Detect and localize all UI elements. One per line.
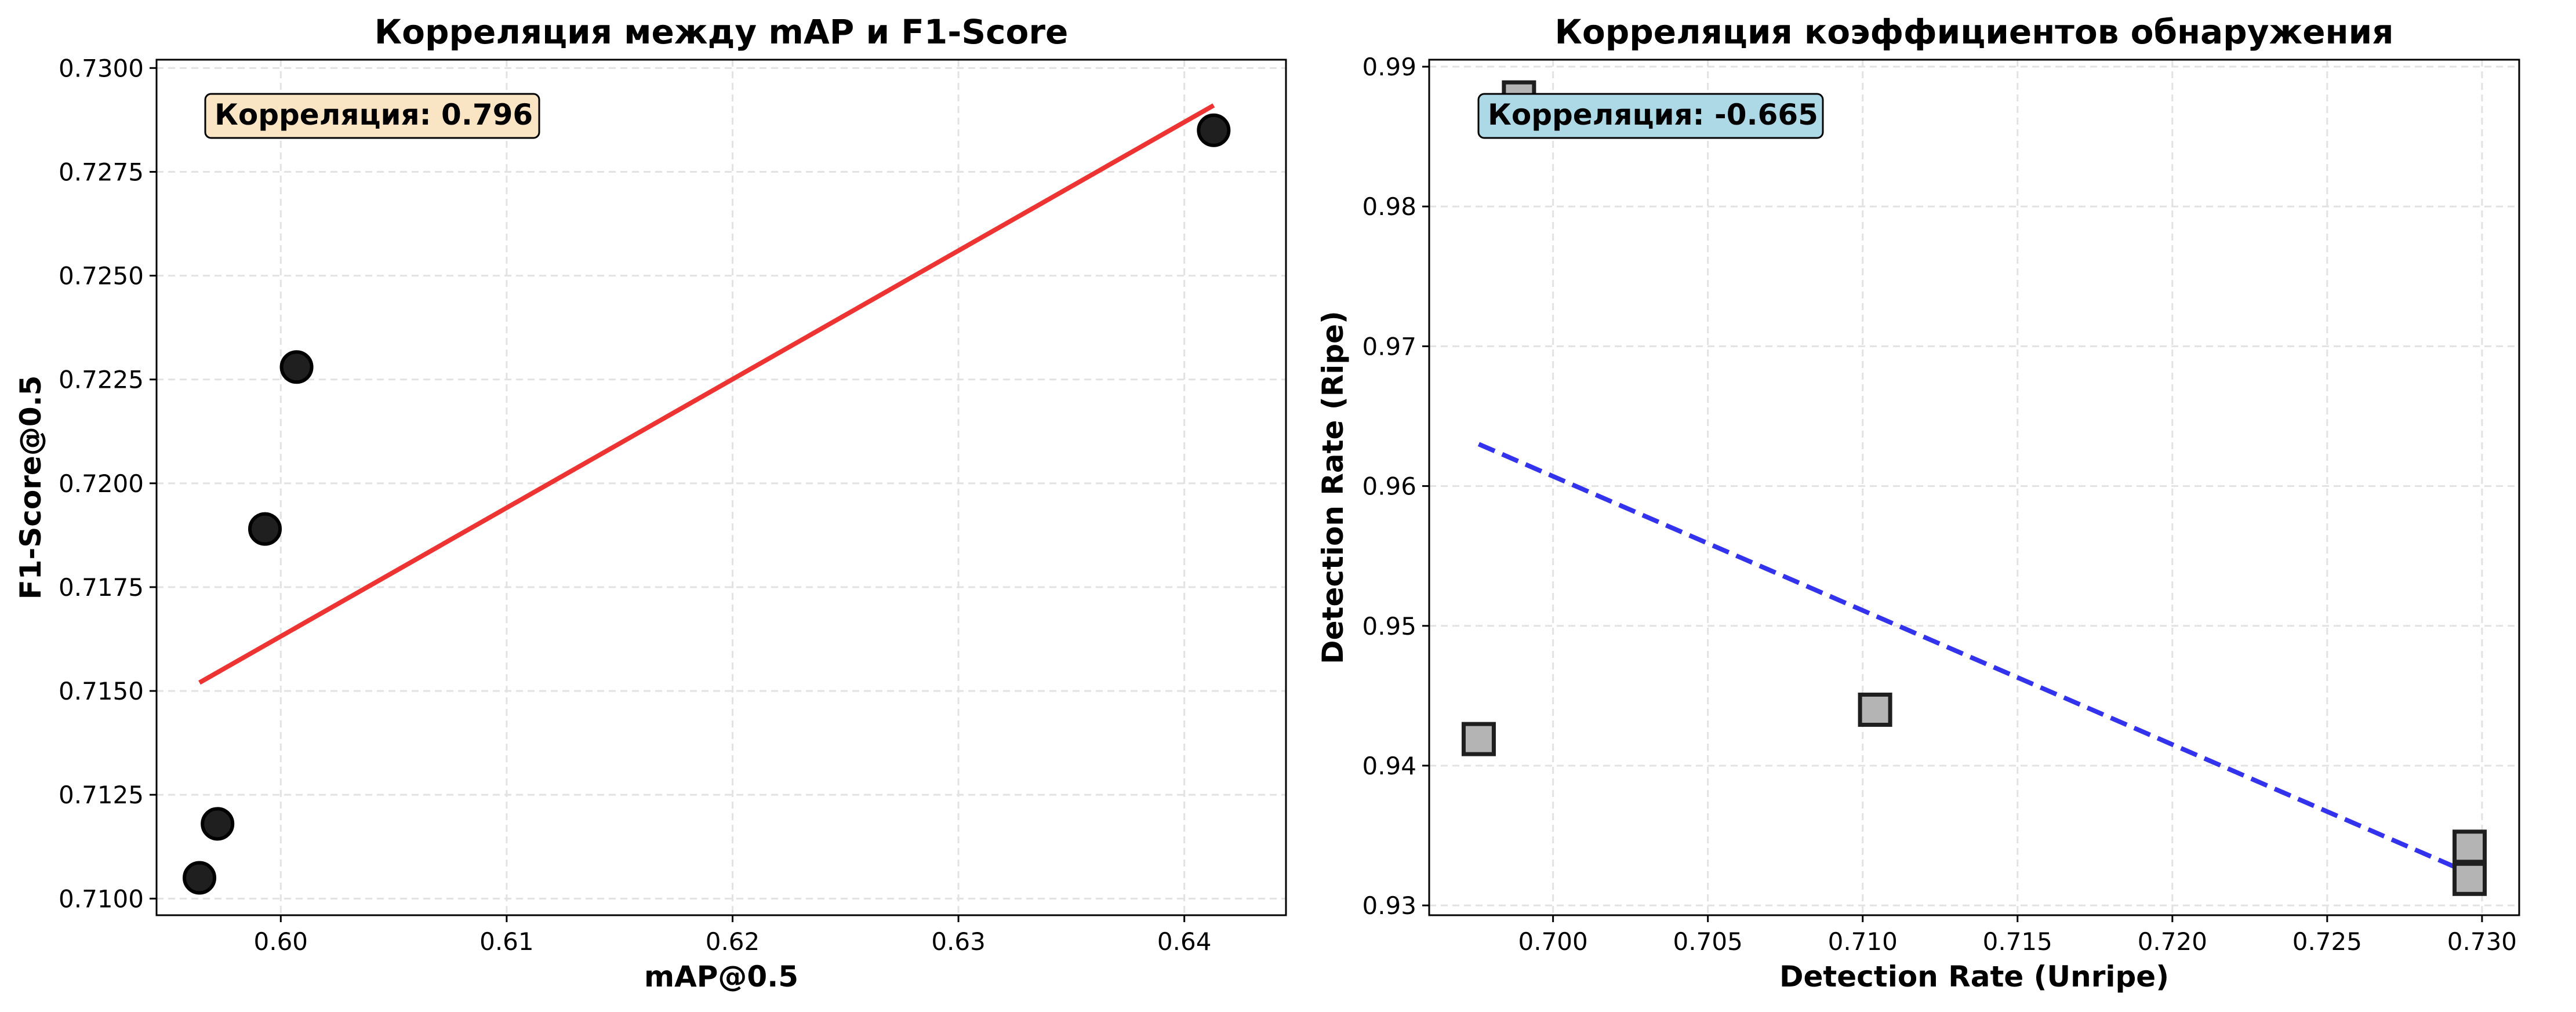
correlation-label: Корреляция: -0.665 — [1488, 98, 1818, 132]
x-tick-label: 0.62 — [706, 927, 760, 956]
y-tick-label: 0.7125 — [59, 781, 144, 809]
data-point — [1858, 692, 1892, 727]
data-point — [1461, 722, 1496, 756]
x-tick-label: 0.63 — [931, 927, 986, 956]
y-tick-label: 0.7275 — [59, 158, 144, 186]
y-tick-label: 0.7300 — [59, 54, 144, 82]
correlation-annotation: Корреляция: 0.796 — [204, 93, 540, 139]
x-tick-label: 0.64 — [1157, 927, 1212, 956]
y-tick-label: 0.97 — [1362, 332, 1416, 361]
trend-line — [198, 103, 1215, 685]
points-group — [183, 113, 1231, 895]
y-tick-label: 0.96 — [1362, 472, 1416, 501]
x-tick-label: 0.700 — [1518, 927, 1588, 956]
y-tick-label: 0.7175 — [59, 573, 144, 602]
grid-lines — [1429, 60, 2519, 915]
x-tick-label: 0.61 — [479, 927, 534, 956]
x-axis-label: Detection Rate (Unripe) — [1779, 960, 2169, 993]
trendline-group — [198, 103, 1215, 685]
y-tick-label: 0.7250 — [59, 262, 144, 290]
plot-frame — [1428, 59, 2520, 916]
data-point — [1197, 113, 1231, 147]
plot-frame — [155, 59, 1287, 916]
data-point — [2453, 829, 2487, 864]
data-point — [2453, 861, 2487, 896]
y-tick-label: 0.7100 — [59, 884, 144, 913]
y-tick-label: 0.7200 — [59, 469, 144, 498]
correlation-annotation: Корреляция: -0.665 — [1477, 93, 1824, 139]
correlation-box — [1477, 93, 1824, 139]
data-point — [183, 861, 217, 895]
trend-line — [1477, 442, 2471, 876]
x-tick-label: 0.730 — [2447, 927, 2517, 956]
data-point — [279, 350, 314, 384]
y-tick-label: 0.95 — [1362, 612, 1416, 640]
plot-background — [157, 60, 1286, 915]
y-axis-ticks: 0.93 0.94 0.95 0.96 0.97 0.98 0.99 — [1362, 53, 1429, 920]
correlation-box — [204, 93, 540, 139]
x-tick-label: 0.715 — [1983, 927, 2052, 956]
plot-background — [1429, 60, 2519, 915]
y-axis-ticks: 0.7100 0.7125 0.7150 0.7175 0.7200 0.7225 0.72… — [59, 54, 157, 913]
data-point — [248, 512, 282, 546]
trendline-group — [1477, 442, 2471, 876]
data-point — [201, 807, 235, 841]
x-axis-ticks: 0.700 0.705 0.710 0.715 0.720 0.725 0.730 — [1518, 915, 2517, 956]
x-axis-label: mAP@0.5 — [644, 960, 798, 993]
x-axis-ticks: 0.60 0.61 0.62 0.63 0.64 — [254, 915, 1212, 956]
chart-panel-detection-rates: 0.700 0.705 0.710 0.715 0.720 0.725 0.730 0.93… — [1316, 12, 2520, 993]
x-tick-label: 0.720 — [2138, 927, 2207, 956]
chart-title: Корреляция между mAP и F1-Score — [375, 12, 1069, 52]
x-tick-label: 0.710 — [1828, 927, 1898, 956]
y-tick-label: 0.7150 — [59, 677, 144, 705]
chart-title: Корреляция коэффициентов обнаружения — [1554, 12, 2393, 52]
y-axis-label: Detection Rate (Ripe) — [1316, 311, 1350, 664]
x-tick-label: 0.705 — [1673, 927, 1743, 956]
y-axis-label: F1-Score@0.5 — [14, 376, 48, 600]
x-tick-label: 0.60 — [254, 927, 308, 956]
y-tick-label: 0.93 — [1362, 891, 1416, 920]
y-tick-label: 0.94 — [1362, 752, 1416, 780]
x-tick-label: 0.725 — [2292, 927, 2362, 956]
y-tick-label: 0.98 — [1362, 192, 1416, 221]
y-tick-label: 0.99 — [1362, 53, 1416, 81]
chart-panel-map-f1: 0.60 0.61 0.62 0.63 0.64 0.71000.71250.71500… — [14, 12, 1287, 993]
y-tick-label: 0.7225 — [59, 366, 144, 394]
correlation-label: Корреляция: 0.796 — [215, 98, 533, 132]
